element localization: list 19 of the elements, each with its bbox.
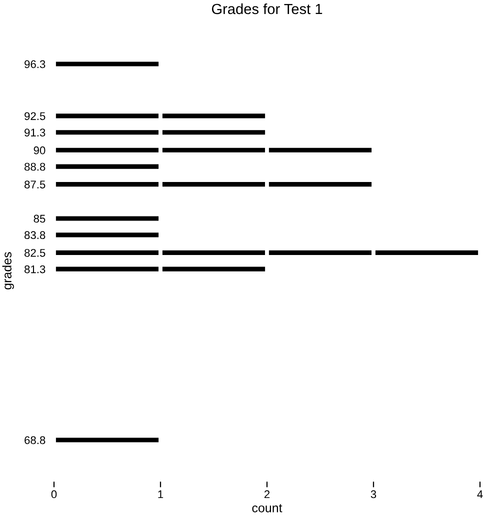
x-tick-label: 4 bbox=[477, 490, 483, 498]
y-tick-label: 92.5 bbox=[24, 112, 46, 120]
x-tick-label: 2 bbox=[264, 490, 270, 498]
y-tick-label: 88.8 bbox=[24, 162, 46, 171]
x-tick-label: 3 bbox=[370, 490, 376, 498]
y-tick-label: 85 bbox=[34, 214, 46, 223]
chart-title: Grades for Test 1 bbox=[212, 3, 322, 14]
y-tick-label: 87.5 bbox=[24, 180, 46, 188]
x-tick-label: 0 bbox=[51, 490, 57, 498]
x-axis-title: count bbox=[252, 504, 282, 512]
y-tick-label: 82.5 bbox=[24, 248, 46, 257]
y-tick-label: 81.3 bbox=[24, 265, 46, 274]
y-tick-label: 91.3 bbox=[24, 128, 46, 136]
x-tick-label: 1 bbox=[158, 490, 164, 498]
y-axis-title: grades bbox=[2, 252, 14, 290]
y-tick-label: 68.8 bbox=[24, 436, 46, 444]
y-tick-label: 96.3 bbox=[24, 60, 46, 68]
y-tick-label: 83.8 bbox=[24, 231, 46, 240]
y-tick-label: 90 bbox=[34, 146, 46, 154]
